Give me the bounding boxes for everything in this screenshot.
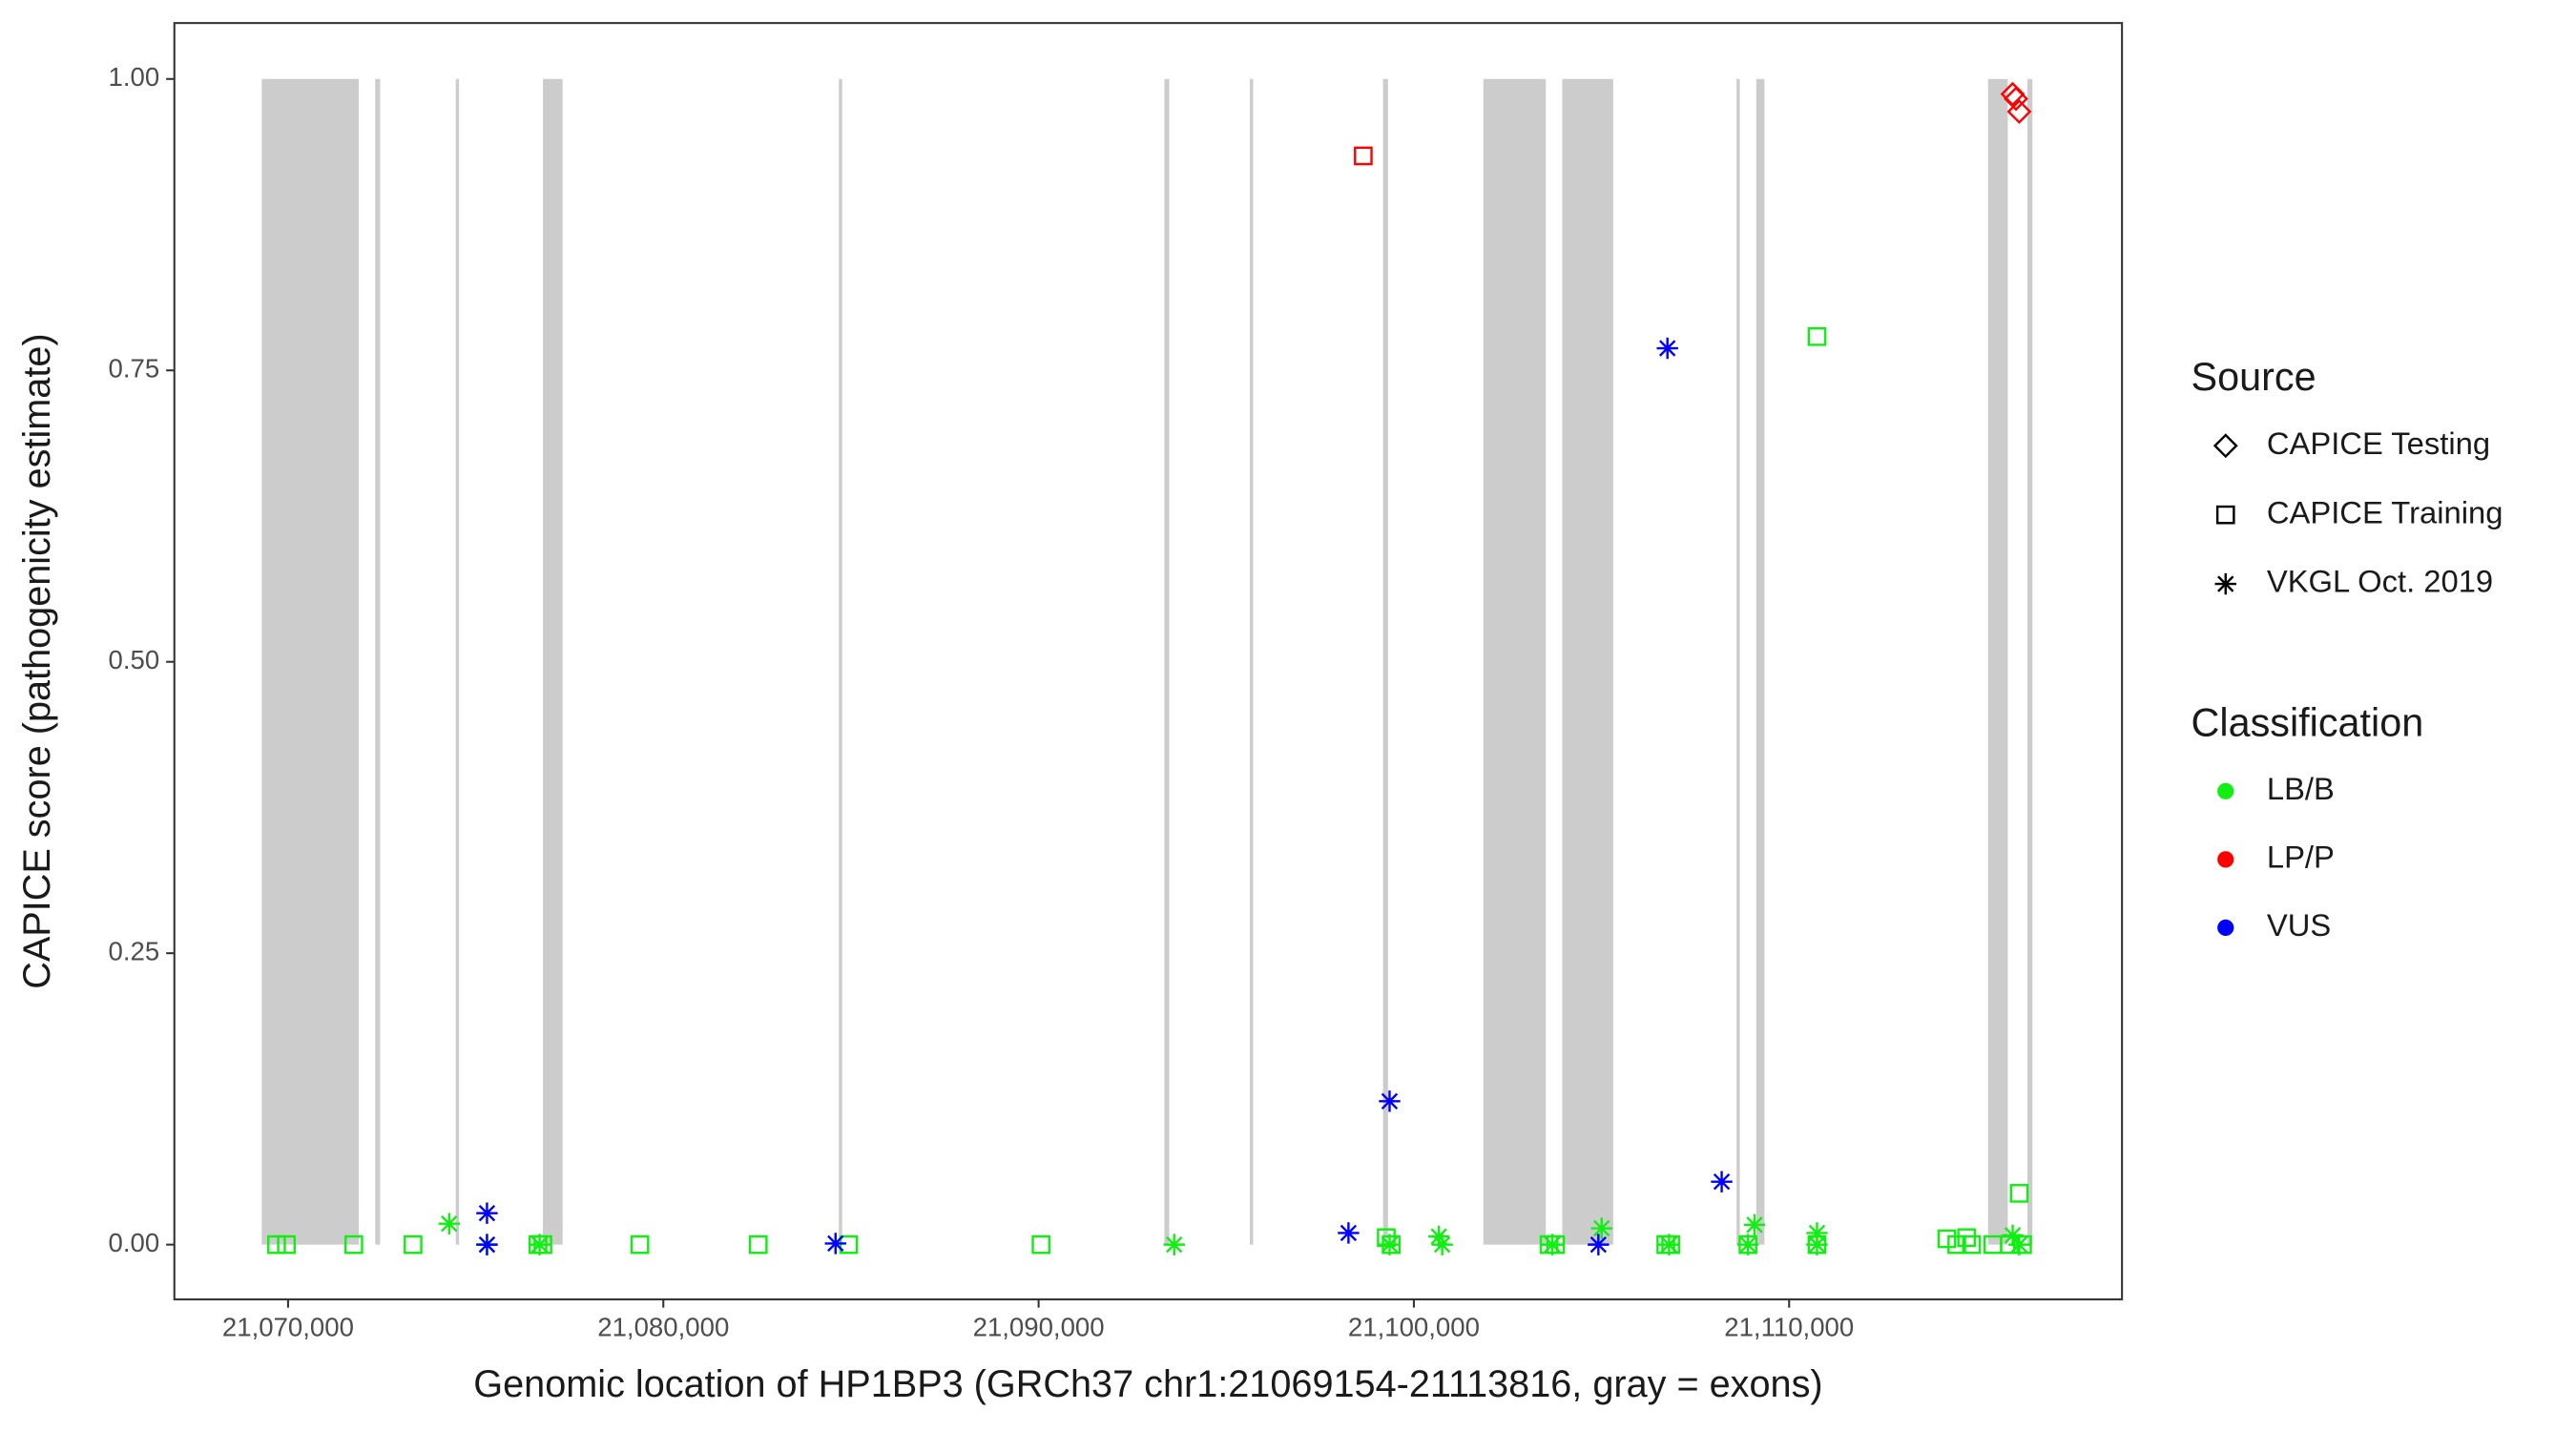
- legend-label: CAPICE Testing: [2267, 425, 2490, 461]
- point-asterisk: [1806, 1222, 1828, 1244]
- y-tick-label: 0.00: [109, 1228, 160, 1257]
- exon: [543, 78, 563, 1245]
- point-square: [1957, 1228, 1977, 1248]
- point-square: [404, 1234, 423, 1255]
- point-square: [1962, 1234, 1982, 1255]
- x-tick-label: 21,100,000: [1348, 1312, 1480, 1341]
- point-asterisk: [1427, 1225, 1450, 1248]
- point-asterisk: [1379, 1234, 1401, 1255]
- exon: [455, 78, 460, 1245]
- legend-label: LB/B: [2267, 771, 2335, 806]
- exon: [1164, 78, 1170, 1245]
- legend-label: VUS: [2267, 907, 2331, 943]
- point-square: [344, 1234, 364, 1255]
- x-tick-label: 21,080,000: [597, 1312, 729, 1341]
- y-tick-label: 1.00: [109, 62, 160, 92]
- point-asterisk: [1588, 1234, 1610, 1255]
- point-asterisk: [2214, 572, 2236, 595]
- exon: [1250, 78, 1254, 1245]
- point-asterisk: [1658, 1234, 1680, 1255]
- point-square: [748, 1234, 768, 1255]
- point-diamond: [2006, 99, 2032, 124]
- exon: [1987, 78, 2008, 1245]
- exon: [261, 78, 360, 1245]
- exon: [1483, 78, 1547, 1245]
- exon: [1382, 78, 1388, 1245]
- point-asterisk: [1711, 1171, 1733, 1192]
- exon: [1736, 78, 1740, 1245]
- point-asterisk: [1379, 1090, 1401, 1112]
- exon: [2027, 78, 2033, 1245]
- legend-label: VKGL Oct. 2019: [2267, 564, 2493, 599]
- legend-label: LP/P: [2267, 840, 2335, 875]
- point-square: [1031, 1234, 1050, 1255]
- legend-swatch: [2217, 851, 2234, 868]
- y-tick-label: 0.75: [109, 354, 160, 384]
- exon: [1755, 78, 1765, 1245]
- legend-swatch: [2217, 919, 2234, 937]
- legend-title: Source: [2192, 355, 2316, 399]
- y-tick-label: 0.25: [109, 936, 160, 965]
- point-asterisk: [824, 1233, 846, 1255]
- point-asterisk: [1590, 1217, 1612, 1239]
- point-square: [277, 1234, 297, 1255]
- point-asterisk: [438, 1213, 460, 1234]
- point-asterisk: [1656, 337, 1678, 360]
- x-tick-label: 21,110,000: [1724, 1312, 1854, 1341]
- point-square: [1937, 1229, 1957, 1249]
- legend-title: Classification: [2192, 700, 2424, 744]
- point-square: [2009, 1184, 2029, 1203]
- point-square: [267, 1234, 286, 1255]
- point-square: [2215, 505, 2235, 525]
- point-square: [839, 1234, 859, 1255]
- y-axis-title: CAPICE score (pathogenicity estimate): [16, 333, 58, 988]
- legend-label: CAPICE Training: [2267, 494, 2503, 529]
- legend-swatch: [2217, 782, 2234, 799]
- point-asterisk: [476, 1234, 498, 1255]
- point-square: [1377, 1228, 1396, 1248]
- point-diamond: [2004, 86, 2028, 112]
- point-square: [1807, 326, 1827, 346]
- x-tick-label: 21,070,000: [222, 1312, 354, 1341]
- x-axis-title: Genomic location of HP1BP3 (GRCh37 chr1:…: [473, 1363, 1822, 1405]
- exon: [839, 78, 842, 1245]
- point-square: [1947, 1234, 1966, 1255]
- x-tick-label: 21,090,000: [973, 1312, 1105, 1341]
- point-asterisk: [2002, 1224, 2024, 1247]
- point-asterisk: [476, 1202, 498, 1224]
- point-asterisk: [1163, 1234, 1185, 1255]
- point-square: [630, 1234, 650, 1255]
- point-diamond: [2212, 433, 2238, 459]
- exon: [375, 78, 381, 1245]
- point-asterisk: [1806, 1234, 1828, 1255]
- point-asterisk: [529, 1234, 551, 1255]
- point-asterisk: [1431, 1234, 1453, 1255]
- point-asterisk: [2008, 1234, 2030, 1255]
- point-asterisk: [1338, 1222, 1360, 1244]
- point-asterisk: [1736, 1234, 1759, 1255]
- point-square: [1354, 146, 1373, 166]
- point-asterisk: [1541, 1234, 1564, 1255]
- point-asterisk: [1743, 1213, 1766, 1236]
- y-tick-label: 0.50: [109, 645, 160, 674]
- exon: [1562, 78, 1613, 1245]
